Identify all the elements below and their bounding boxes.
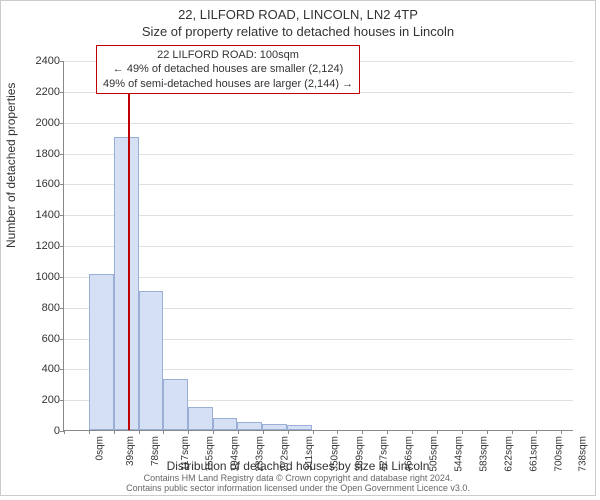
histogram-bar bbox=[89, 274, 114, 430]
y-tick-label: 1400 bbox=[36, 209, 64, 221]
x-tick-mark bbox=[337, 430, 338, 434]
gridline bbox=[64, 215, 573, 216]
x-axis-label: Distribution of detached houses by size … bbox=[1, 459, 595, 473]
plot-area: 0200400600800100012001400160018002000220… bbox=[63, 61, 573, 431]
x-tick-mark bbox=[213, 430, 214, 434]
info-box-line1: 22 LILFORD ROAD: 100sqm bbox=[103, 48, 353, 62]
info-box-line2: ← 49% of detached houses are smaller (2,… bbox=[103, 62, 353, 76]
y-tick-label: 1600 bbox=[36, 178, 64, 190]
y-tick-label: 200 bbox=[42, 394, 64, 406]
marker-info-box: 22 LILFORD ROAD: 100sqm ← 49% of detache… bbox=[96, 45, 360, 94]
x-tick-mark bbox=[188, 430, 189, 434]
info-box-line3: 49% of semi-detached houses are larger (… bbox=[103, 77, 353, 91]
y-tick-label: 1200 bbox=[36, 240, 64, 252]
chart-title-main: 22, LILFORD ROAD, LINCOLN, LN2 4TP bbox=[1, 7, 595, 22]
y-tick-label: 400 bbox=[42, 363, 64, 375]
histogram-bar bbox=[237, 422, 262, 430]
histogram-bar bbox=[287, 425, 312, 430]
x-tick-mark bbox=[462, 430, 463, 434]
histogram-bar bbox=[139, 291, 164, 430]
x-tick-mark bbox=[163, 430, 164, 434]
gridline bbox=[64, 277, 573, 278]
y-tick-label: 800 bbox=[42, 302, 64, 314]
y-tick-label: 2200 bbox=[36, 86, 64, 98]
x-tick-mark bbox=[64, 430, 65, 434]
chart-title-sub: Size of property relative to detached ho… bbox=[1, 24, 595, 39]
x-tick-mark bbox=[139, 430, 140, 434]
gridline bbox=[64, 246, 573, 247]
x-tick-mark bbox=[362, 430, 363, 434]
x-tick-mark bbox=[487, 430, 488, 434]
y-tick-label: 0 bbox=[54, 425, 64, 437]
x-tick-mark bbox=[412, 430, 413, 434]
x-tick-mark bbox=[89, 430, 90, 434]
x-tick-mark bbox=[561, 430, 562, 434]
histogram-bar bbox=[262, 424, 287, 430]
x-tick-mark bbox=[387, 430, 388, 434]
histogram-bar bbox=[163, 379, 188, 430]
y-tick-label: 2400 bbox=[36, 55, 64, 67]
y-tick-label: 600 bbox=[42, 333, 64, 345]
x-tick-mark bbox=[288, 430, 289, 434]
x-tick-mark bbox=[114, 430, 115, 434]
marker-line bbox=[128, 60, 130, 430]
gridline bbox=[64, 123, 573, 124]
x-tick-label: 0sqm bbox=[92, 436, 105, 460]
x-tick-mark bbox=[437, 430, 438, 434]
x-tick-mark bbox=[313, 430, 314, 434]
y-tick-label: 1000 bbox=[36, 271, 64, 283]
x-tick-mark bbox=[238, 430, 239, 434]
y-axis-label: Number of detached properties bbox=[4, 83, 18, 248]
y-tick-label: 2000 bbox=[36, 117, 64, 129]
x-tick-mark bbox=[536, 430, 537, 434]
attribution-text: Contains HM Land Registry data © Crown c… bbox=[1, 474, 595, 494]
gridline bbox=[64, 184, 573, 185]
x-tick-mark bbox=[512, 430, 513, 434]
chart-container: 22, LILFORD ROAD, LINCOLN, LN2 4TP Size … bbox=[0, 0, 596, 496]
x-tick-mark bbox=[263, 430, 264, 434]
attribution-line2: Contains public sector information licen… bbox=[1, 484, 595, 494]
histogram-bar bbox=[188, 407, 213, 430]
gridline bbox=[64, 154, 573, 155]
histogram-bar bbox=[114, 137, 139, 430]
histogram-bar bbox=[213, 418, 238, 430]
y-tick-label: 1800 bbox=[36, 148, 64, 160]
